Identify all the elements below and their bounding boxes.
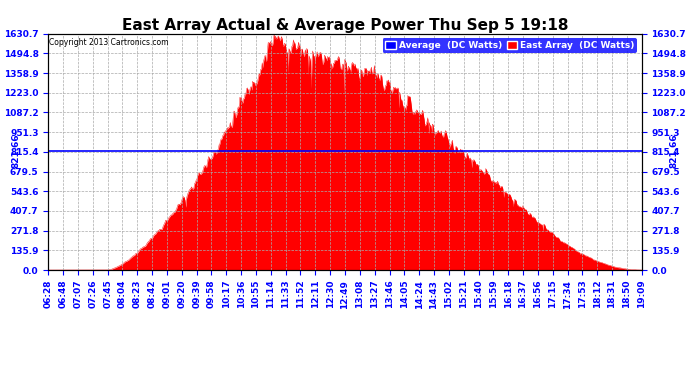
Text: Copyright 2013 Cartronics.com: Copyright 2013 Cartronics.com xyxy=(49,39,168,48)
Legend: Average  (DC Watts), East Array  (DC Watts): Average (DC Watts), East Array (DC Watts… xyxy=(382,38,637,53)
Text: 821.66: 821.66 xyxy=(11,134,20,168)
Text: 821.66: 821.66 xyxy=(670,134,679,168)
Title: East Array Actual & Average Power Thu Sep 5 19:18: East Array Actual & Average Power Thu Se… xyxy=(121,18,569,33)
